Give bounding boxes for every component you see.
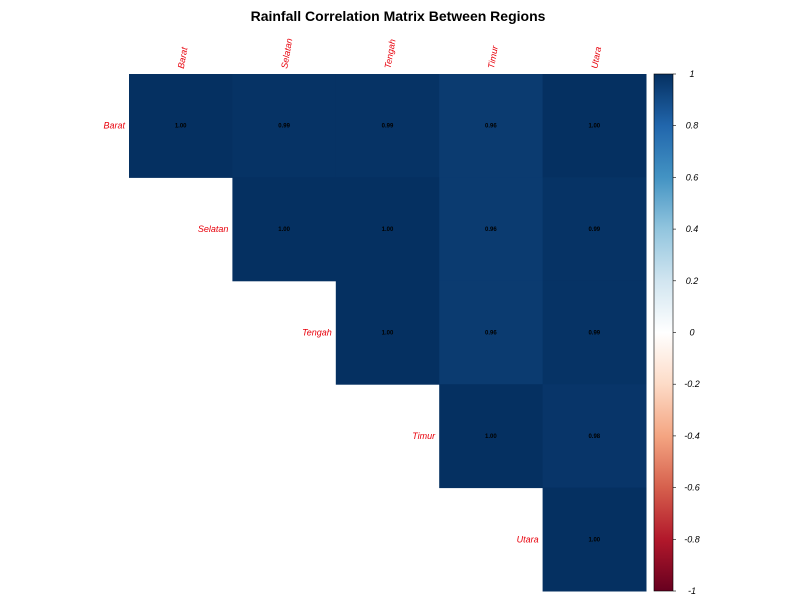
cell-value-label: 1.00 [588,124,600,130]
cell-value-label: 0.99 [382,124,394,130]
colorbar: 1 0.8 0.6 0.4 0.2 0 -0.2 -0.4 -0.6 -0.8 -1 [653,69,700,596]
row-label-utara: Utara [517,534,539,544]
row-label-selatan: Selatan [198,224,229,234]
heatmap-cell-barat-selatan [232,74,337,178]
colorbar-gradient [653,73,674,592]
cell-value-label: 1.00 [278,227,290,233]
column-label-selatan: Selatan [279,38,294,70]
heatmap-cell-utara-utara [542,487,647,592]
cell-value-label: 0.98 [588,434,600,440]
colorbar-tick-label: 0.8 [686,121,699,131]
colorbar-tick-label: 0 [689,328,694,338]
cell-value-label: 0.96 [485,331,497,337]
colorbar-tick-label: 1 [689,69,694,79]
heatmap-cell-tengah-timur [439,280,544,385]
heatmap-cell-labels: 1.00 0.99 0.99 0.96 1.00 1.00 1.00 0.96 0.99 1.00… [175,124,601,544]
row-label-tengah: Tengah [302,328,332,338]
cell-value-label: 0.99 [278,124,290,130]
heatmap-cell-selatan-tengah [335,177,440,282]
heatmap-cell-selatan-timur [439,177,544,282]
heatmap-cell-barat-utara [542,74,647,178]
heatmap-cell-selatan-utara [542,177,647,282]
cell-value-label: 1.00 [485,434,497,440]
cell-value-label: 1.00 [588,537,600,543]
heatmap-cell-timur-timur [439,384,544,489]
heatmap-cell-barat-barat [129,74,233,178]
column-label-tengah: Tengah [383,38,398,69]
heatmap-cell-tengah-tengah [335,280,440,385]
colorbar-tick-label: -0.4 [684,431,700,441]
colorbar-tick-label: -0.6 [684,483,700,493]
column-label-utara: Utara [589,46,603,69]
cell-value-label: 0.99 [588,331,600,337]
colorbar-tick-label: 0.4 [686,224,699,234]
column-label-barat: Barat [176,46,190,69]
row-labels: Barat Selatan Tengah Timur Utara [103,121,538,545]
cell-value-label: 0.96 [485,227,497,233]
heatmap-cell-selatan-selatan [232,177,337,282]
row-label-timur: Timur [412,431,436,441]
heatmap-cells [129,74,647,592]
chart-title: Rainfall Correlation Matrix Between Regi… [251,8,546,24]
cell-value-label: 0.96 [485,124,497,130]
colorbar-tick-label: 0.6 [686,172,699,182]
heatmap-cell-barat-tengah [335,74,440,178]
heatmap-cell-tengah-utara [542,280,647,385]
column-labels: Barat Selatan Tengah Timur Utara [176,38,603,70]
cell-value-label: 1.00 [175,124,187,130]
cell-value-label: 1.00 [382,331,394,337]
row-label-barat: Barat [103,121,125,131]
heatmap-cell-barat-timur [439,74,544,178]
cell-value-label: 0.99 [588,227,600,233]
colorbar-tick-label: 0.2 [686,276,699,286]
heatmap-cell-timur-utara [542,384,647,489]
colorbar-tick-label: -0.2 [684,379,700,389]
colorbar-tick-label: -1 [688,586,696,596]
cell-value-label: 1.00 [382,227,394,233]
column-label-timur: Timur [486,44,500,69]
colorbar-tick-label: -0.8 [684,534,700,544]
